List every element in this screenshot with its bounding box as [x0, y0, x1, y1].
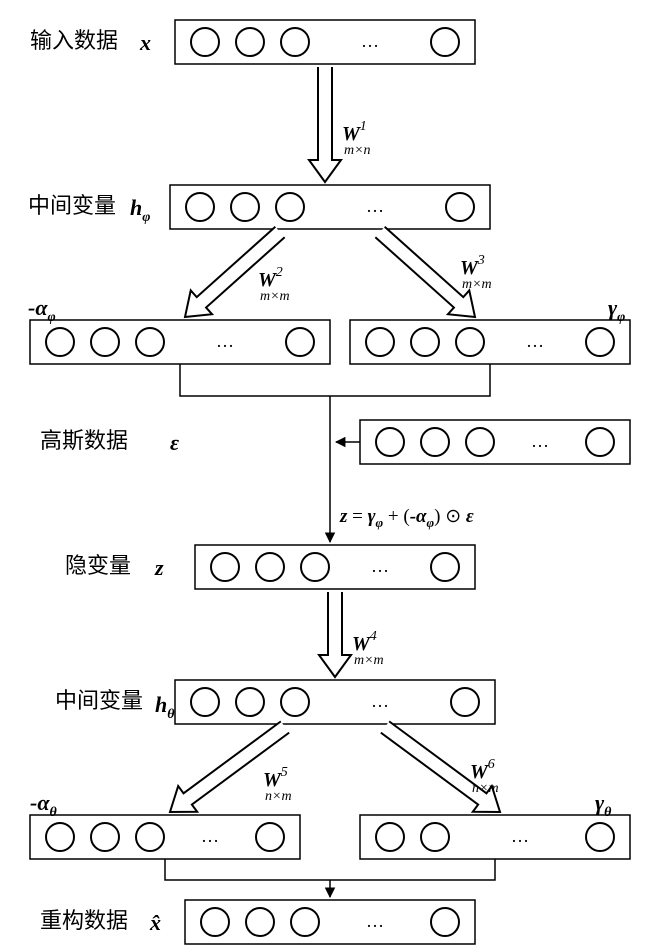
z-var: z: [154, 555, 164, 580]
svg-text:n×m: n×m: [265, 789, 292, 804]
gaussian-label: 高斯数据: [40, 428, 128, 453]
vae-diagram: …………………………输入数据x中间变量hφ-αφγφ高斯数据ε隐变量z中间变量h…: [0, 0, 654, 952]
svg-text:m×m: m×m: [462, 277, 492, 292]
svg-text:…: …: [366, 196, 384, 216]
latent-label: 隐变量: [65, 553, 131, 578]
svg-text:m×m: m×m: [354, 653, 384, 668]
htheta-label: 中间变量: [55, 688, 143, 713]
input-label: 输入数据: [30, 28, 118, 53]
svg-text:…: …: [371, 691, 389, 711]
svg-text:n×m: n×m: [472, 781, 499, 796]
input-var: x: [139, 30, 151, 55]
svg-text:…: …: [531, 431, 549, 451]
svg-text:…: …: [526, 331, 544, 351]
svg-text:…: …: [371, 556, 389, 576]
recon-var: x̂: [149, 910, 161, 935]
svg-text:…: …: [201, 826, 219, 846]
reparam-equation: z = γφ + (-αφ) ⊙ ε: [339, 506, 474, 530]
epsilon-var: ε: [170, 430, 179, 455]
svg-text:m×n: m×n: [344, 143, 371, 158]
svg-text:m×m: m×m: [260, 289, 290, 304]
svg-text:…: …: [216, 331, 234, 351]
hphi-label: 中间变量: [28, 193, 116, 218]
svg-text:…: …: [361, 31, 379, 51]
recon-label: 重构数据: [40, 908, 128, 933]
svg-text:…: …: [366, 911, 384, 931]
svg-text:…: …: [511, 826, 529, 846]
